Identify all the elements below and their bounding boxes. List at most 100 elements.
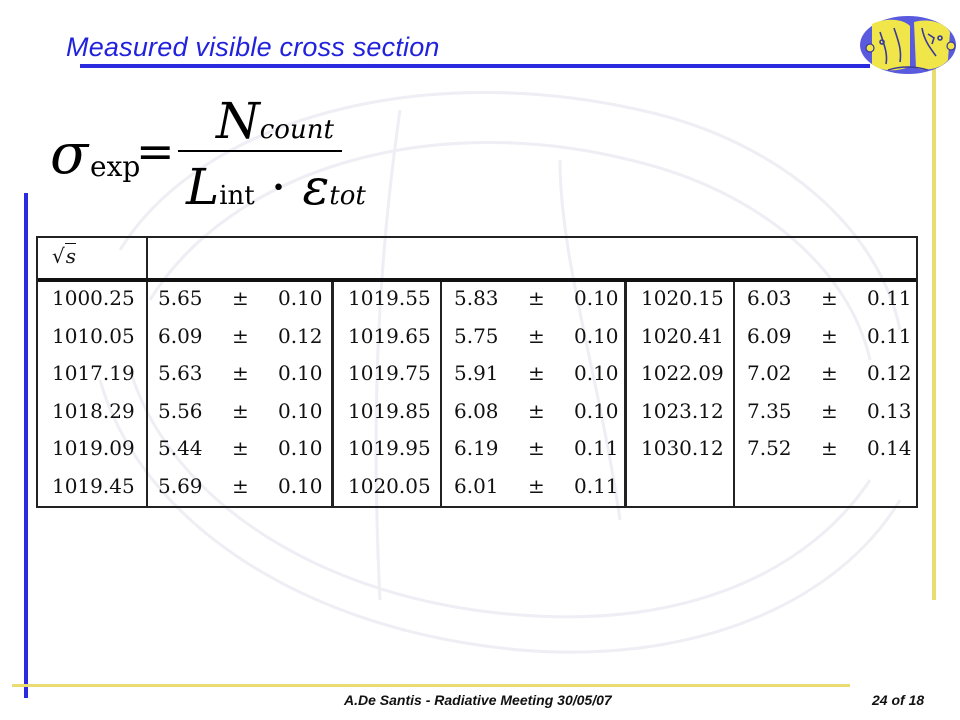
sqrt-s-cell: 1019.09 [52,436,135,460]
table-row: 1018.29 5.56 ±0.10 [38,399,328,437]
column-divider [733,282,735,508]
plus-minus-cell: ± [821,361,838,385]
left-blue-bar [24,193,28,698]
cross-section-value-cell: 5.83 [454,286,499,310]
formula-numerator-symbol: N [216,92,260,150]
table-row: 1020.05 6.01 ±0.11 [334,474,624,512]
table-row: 1019.95 6.19 ±0.11 [334,436,624,474]
formula-numerator-subscript: count [259,115,334,145]
footer-text: A.De Santis - Radiative Meeting 30/05/07 [344,692,612,708]
plus-minus-cell: ± [528,398,545,423]
table-row: 1022.09 7.02 ±0.12 [627,361,917,399]
plus-minus-cell: ± [528,361,545,385]
table-row: 1019.55 5.83 ±0.10 [334,286,624,324]
sqrt-s-cell: 1017.19 [52,361,135,385]
formula-sigma-subscript: exp [90,150,141,183]
column-divider [440,282,442,508]
error-cell: 0.10 [278,361,323,385]
cross-section-value-cell: 7.52 [747,436,792,460]
plus-minus-cell: ± [821,436,838,460]
cross-section-value-cell: 6.09 [158,323,203,348]
cross-section-formula: σ exp = Ncount Lint · εtot [40,92,380,222]
table-row: 1017.19 5.63 ±0.10 [38,361,328,399]
sqrt-s-cell: 1000.25 [52,286,135,310]
plus-minus-cell: ± [232,361,249,385]
plus-minus-cell: ± [528,473,545,498]
error-cell: 0.10 [574,398,619,423]
table-row: 1030.12 7.52 ±0.14 [627,436,917,474]
plus-minus-cell: ± [821,323,838,348]
sqrt-s-cell: 1020.05 [348,473,431,498]
error-cell: 0.10 [278,436,323,460]
formula-efficiency: ε [302,158,330,216]
plus-minus-cell: ± [232,286,249,310]
error-cell: 0.12 [278,323,323,348]
error-cell: 0.10 [574,286,619,310]
right-yellow-bar [932,68,936,600]
sqrt-s-cell: 1019.75 [348,361,431,385]
sqrt-s-cell: 1023.12 [641,398,724,423]
formula-denominator: Lint · εtot [186,158,366,216]
formula-sigma: σ [50,122,89,187]
cross-section-table: √s 1000.25 5.65 ±0.10 1010.05 6.09 ±0.12 1017.… [36,236,918,508]
slide-title: Measured visible cross section [66,32,440,62]
error-cell: 0.10 [574,361,619,385]
cross-section-value-cell: 6.09 [747,323,792,348]
formula-dot: · [270,158,287,216]
cross-section-value-cell: 5.65 [158,286,203,310]
bottom-yellow-bar [12,684,850,687]
table-row: 1019.09 5.44 ±0.10 [38,436,328,474]
column-divider [331,282,334,508]
column-divider [146,282,148,508]
plus-minus-cell: ± [528,323,545,348]
formula-fraction-bar [178,150,342,152]
error-cell: 0.10 [278,473,323,498]
error-cell: 0.11 [574,473,619,498]
sqrt-s-cell: 1030.12 [641,436,724,460]
cross-section-value-cell: 5.75 [454,323,499,348]
formula-efficiency-subscript: tot [329,181,366,211]
table-row: 1020.41 6.09 ±0.11 [627,324,917,362]
table-row: 1000.25 5.65 ±0.10 [38,286,328,324]
table-row: 1010.05 6.09 ±0.12 [38,324,328,362]
column-divider [624,282,627,508]
error-cell: 0.11 [867,323,912,348]
table-row: 1019.75 5.91 ±0.10 [334,361,624,399]
kloe-logo-icon [860,16,956,74]
sqrt-s-cell: 1022.09 [641,361,724,385]
error-cell: 0.10 [278,398,323,423]
sqrt-s-cell: 1019.45 [52,473,135,498]
error-cell: 0.10 [278,286,323,310]
sqrt-s-cell: 1010.05 [52,323,135,348]
cross-section-value-cell: 5.63 [158,361,203,385]
formula-luminosity: L [186,158,220,216]
cross-section-value-cell: 6.01 [454,473,499,498]
sqrt-s-cell: 1019.55 [348,286,431,310]
cross-section-value-cell: 6.03 [747,286,792,310]
plus-minus-cell: ± [528,286,545,310]
cross-section-value-cell: 5.91 [454,361,499,385]
formula-equals: = [136,124,175,178]
plus-minus-cell: ± [232,473,249,498]
table-row: 1019.45 5.69 ±0.10 [38,474,328,512]
cross-section-value-cell: 5.69 [158,473,203,498]
cross-section-value-cell: 7.02 [747,361,792,385]
sqrt-s-cell: 1018.29 [52,398,135,423]
error-cell: 0.13 [867,398,912,423]
page-number: 24 of 18 [872,692,925,708]
plus-minus-cell: ± [232,398,249,423]
table-row: 1020.15 6.03 ±0.11 [627,286,917,324]
error-cell: 0.11 [574,436,619,460]
error-cell: 0.14 [867,436,912,460]
error-cell: 0.12 [867,361,912,385]
header-divider [146,238,148,278]
cross-section-value-cell: 5.56 [158,398,203,423]
error-cell: 0.10 [574,323,619,348]
cross-section-value-cell: 6.19 [454,436,499,460]
sqrt-s-cell: 1020.15 [641,286,724,310]
sqrt-s-cell: 1019.65 [348,323,431,348]
formula-luminosity-subscript: int [219,181,255,211]
plus-minus-cell: ± [232,323,249,348]
sqrt-s-cell: 1019.85 [348,398,431,423]
plus-minus-cell: ± [821,398,838,423]
